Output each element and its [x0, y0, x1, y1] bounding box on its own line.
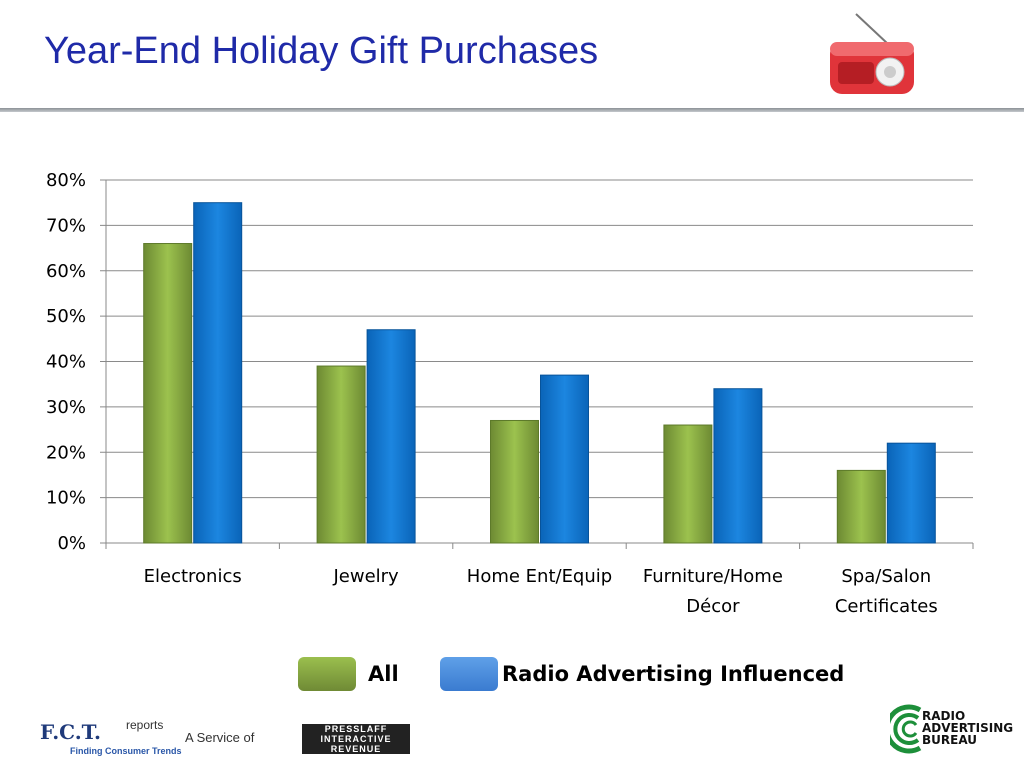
- fct-tagline: Finding Consumer Trends: [70, 746, 182, 756]
- presslaff-logo: PRESSLAFF INTERACTIVE REVENUE: [302, 724, 410, 754]
- service-of-text: A Service of: [185, 730, 255, 745]
- y-tick-label: 40%: [46, 352, 86, 373]
- bar-all-1: [316, 365, 366, 544]
- title-divider: [0, 108, 1024, 112]
- x-category-label: Electronics: [144, 566, 242, 587]
- legend-swatch-all: [298, 657, 356, 691]
- y-tick-label: 10%: [46, 488, 86, 509]
- bar-radio-2: [540, 374, 589, 544]
- bar-radio-0: [193, 202, 243, 544]
- y-tick-label: 70%: [46, 215, 86, 236]
- x-category-label: Spa/Salon: [841, 566, 931, 587]
- y-tick-label: 50%: [46, 306, 86, 327]
- bar-all-3: [663, 424, 713, 544]
- y-tick-label: 20%: [46, 442, 86, 463]
- bar-all-0: [143, 243, 193, 544]
- rab-logo: RADIO ADVERTISING BUREAU: [890, 700, 1014, 760]
- bar-radio-1: [366, 329, 416, 544]
- x-category-label: Décor: [686, 596, 740, 617]
- rab-swirl-icon: [890, 704, 922, 754]
- legend-swatch-radio: [440, 657, 498, 691]
- bar-radio-4: [886, 442, 936, 544]
- legend-label-radio: Radio Advertising Influenced: [502, 662, 845, 686]
- x-category-label: Furniture/Home: [643, 566, 783, 587]
- x-category-label: Certificates: [835, 596, 938, 617]
- y-tick-label: 60%: [46, 261, 86, 282]
- fct-reports-logo: F.C.T. reports Finding Consumer Trends A…: [40, 716, 420, 760]
- fct-logo-text: F.C.T.: [40, 720, 101, 744]
- x-category-label: Jewelry: [332, 566, 399, 587]
- reports-logo-text: reports: [126, 718, 164, 732]
- rab-logo-text: RADIO ADVERTISING BUREAU: [922, 709, 1014, 747]
- legend-label-all: All: [368, 662, 399, 686]
- y-tick-label: 30%: [46, 397, 86, 418]
- y-tick-label: 0%: [57, 533, 86, 554]
- bar-all-4: [836, 469, 886, 544]
- y-tick-label: 80%: [46, 170, 86, 191]
- slide-title: Year-End Holiday Gift Purchases: [44, 30, 599, 72]
- bar-all-2: [490, 419, 539, 544]
- x-category-label: Home Ent/Equip: [467, 566, 612, 587]
- bar-radio-3: [713, 388, 763, 544]
- bar-chart: 0% 10% 20% 30% 40% 50% 60% 70% 80% Electronics Jew…: [46, 170, 974, 617]
- retro-radio-icon: [830, 13, 914, 94]
